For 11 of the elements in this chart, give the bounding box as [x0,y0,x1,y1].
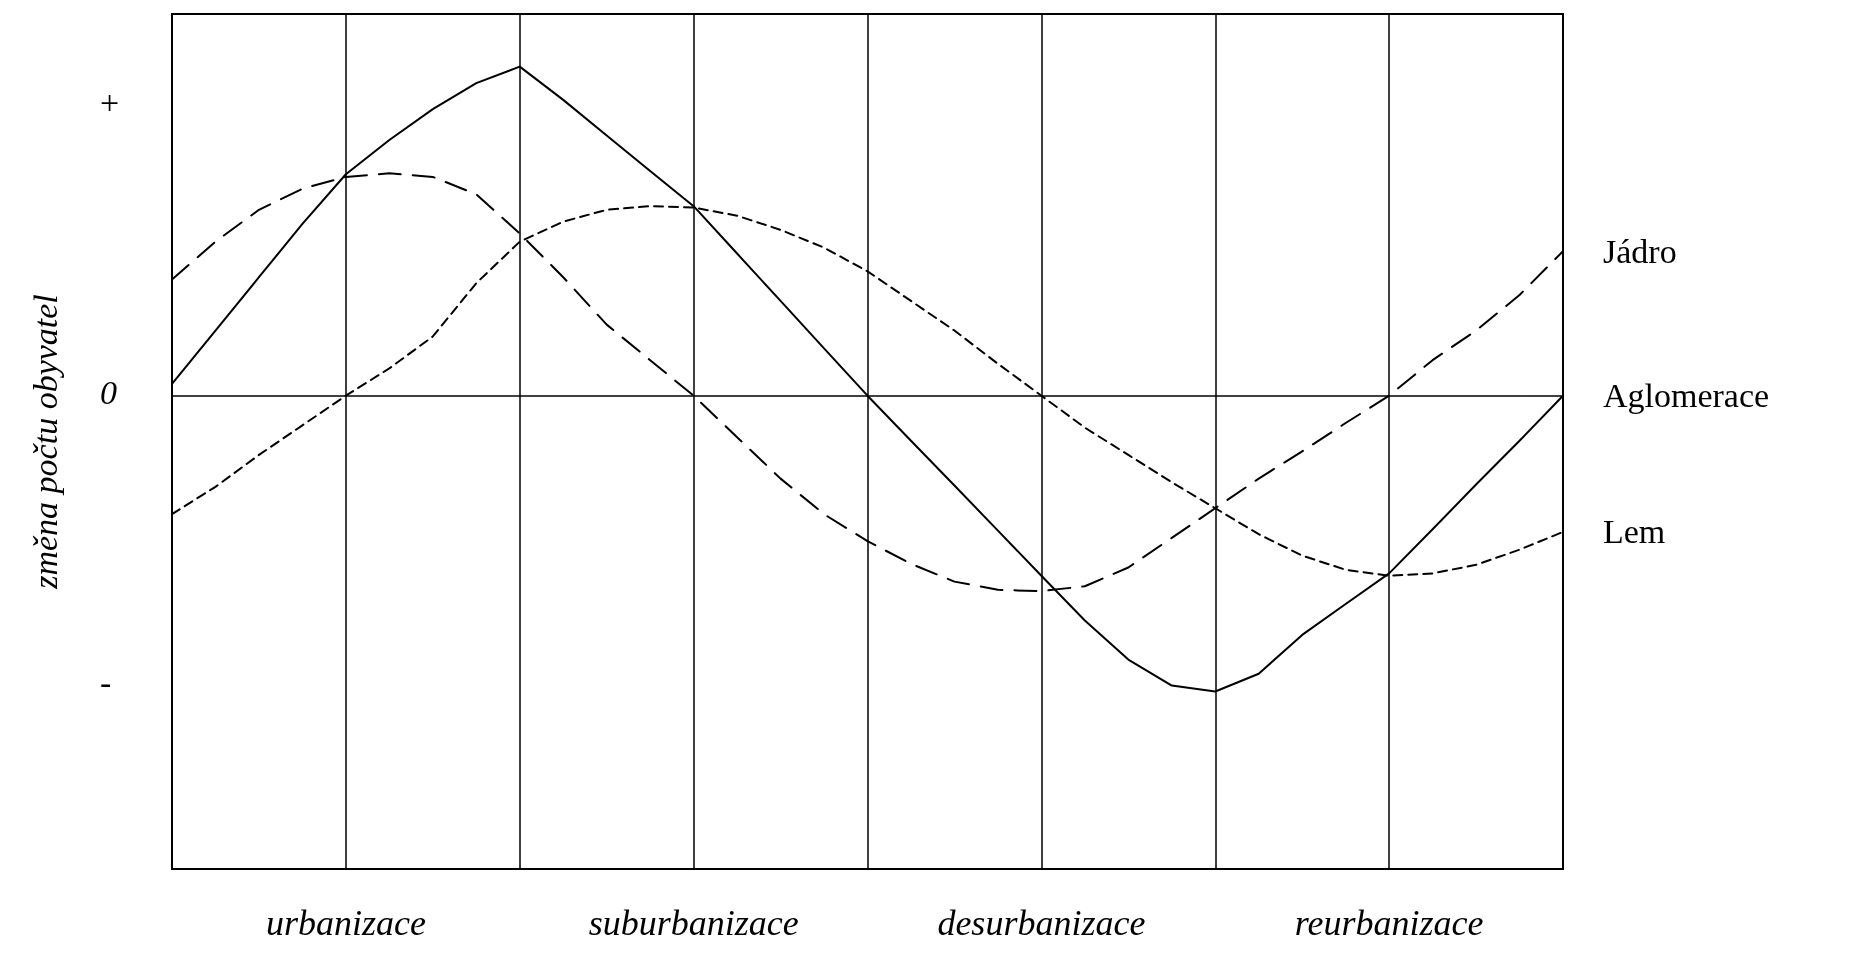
x-tick-label: desurbanizace [937,903,1146,943]
y-axis-title: změna počtu obyvatel [26,294,64,590]
text: - [100,664,112,702]
text: 0 [100,374,117,412]
series-label: Jádro [1603,232,1677,270]
text: + [100,84,120,122]
series-label: Lem [1603,513,1666,551]
x-tick-label: reurbanizace [1294,903,1484,943]
series-label: Aglomerace [1603,377,1770,415]
x-tick-label: suburbanizace [588,903,799,943]
x-tick-label: urbanizace [265,903,426,943]
